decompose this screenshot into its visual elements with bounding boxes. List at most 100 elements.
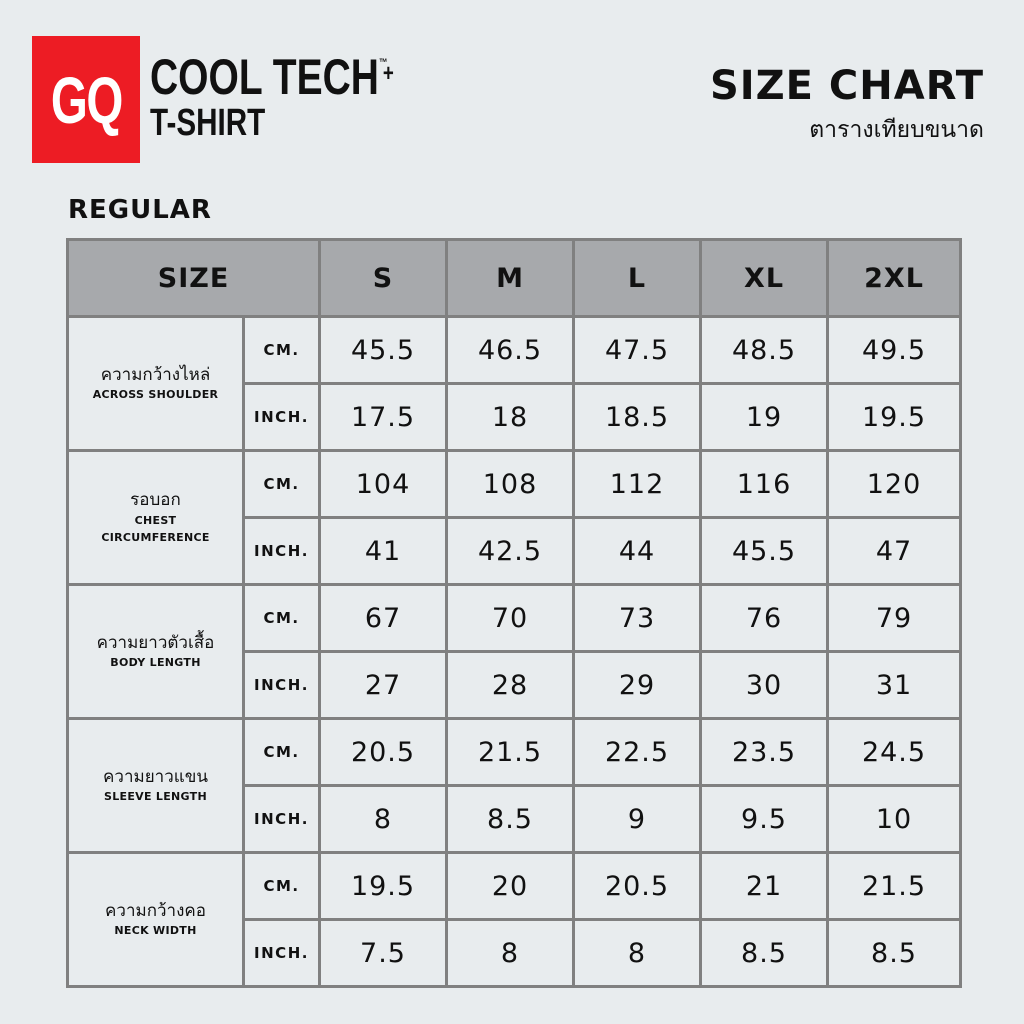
table-row: ความกว้างไหล่ ACROSS SHOULDER CM. 45.5 46.5 4… [66,315,963,452]
size-value: 24.5 [826,717,963,787]
size-value: 49.5 [826,315,963,385]
measurement-label: ความกว้างคอ NECK WIDTH [66,851,245,988]
size-value: 73 [572,583,703,653]
measurement-label-en: NECK WIDTH [114,924,197,938]
table-row: ความยาวแขน SLEEVE LENGTH CM. 20.5 21.5 22.5 23… [66,717,963,854]
measurement-label-th: รอบอก [130,490,181,511]
size-col-header: S [318,238,449,318]
size-value: 112 [572,449,703,519]
size-col-header: 2XL [826,238,963,318]
size-value: 21 [699,851,830,921]
measurement-label: ความยาวตัวเสื้อ BODY LENGTH [66,583,245,720]
size-value: 104 [318,449,449,519]
size-value: 8.5 [699,918,830,988]
size-value: 42.5 [445,516,576,586]
size-value: 22.5 [572,717,703,787]
header-row: SIZE S M L XL 2XL [65,238,963,318]
size-value: 47 [826,516,963,586]
unit-label: CM. [241,449,322,519]
size-value: 7.5 [318,918,449,988]
size-value: 48.5 [699,315,830,385]
size-value: 44 [572,516,703,586]
size-col-header: M [445,238,576,318]
product-line2: T-SHIRT [150,102,266,144]
size-value: 8 [318,784,449,854]
size-value: 21.5 [826,851,963,921]
unit-label: INCH. [241,784,322,854]
unit-label: INCH. [241,382,322,452]
size-header: SIZE [65,238,322,318]
measurement-label: รอบอก CHEST CIRCUMFERENCE [66,449,245,586]
table-row: รอบอก CHEST CIRCUMFERENCE CM. 104 108 112 116 1… [66,449,963,586]
measurement-label-th: ความยาวแขน [103,766,208,787]
table-row: INCH. 7.5 8 8 8.5 8.5 [68,918,963,988]
size-value: 31 [826,650,963,720]
measurement-label-th: ความยาวตัวเสื้อ [96,632,215,653]
size-value: 20.5 [318,717,449,787]
table-row: ความกว้างคอ NECK WIDTH CM. 19.5 20 20.5 21 21.5 [66,851,963,988]
size-value: 108 [445,449,576,519]
size-value: 28 [445,650,576,720]
size-value: 45.5 [318,315,449,385]
size-value: 9.5 [699,784,830,854]
table-row: ความยาวตัวเสื้อ BODY LENGTH CM. 67 70 73 76 79 [66,583,963,720]
size-value: 9 [572,784,703,854]
size-value: 27 [318,650,449,720]
table-row: INCH. 8 8.5 9 9.5 10 [68,784,963,854]
table-row: INCH. 17.5 18 18.5 19 19.5 [68,382,963,452]
size-col-header: L [572,238,703,318]
size-col-header: XL [699,238,830,318]
size-value: 120 [826,449,963,519]
measurement-label-th: ความกว้างไหล่ [100,364,211,385]
measurement-label-en: SLEEVE LENGTH [104,790,207,804]
size-value: 79 [826,583,963,653]
size-value: 70 [445,583,576,653]
size-value: 21.5 [445,717,576,787]
size-value: 67 [318,583,449,653]
product-name: COOL TECH™+ T-SHIRT [150,52,469,142]
unit-label: INCH. [241,650,322,720]
measurement-label-th: ความกว้างคอ [105,900,206,921]
size-value: 19.5 [826,382,963,452]
size-value: 116 [699,449,830,519]
size-value: 17.5 [318,382,449,452]
table-row: INCH. 41 42.5 44 45.5 47 [68,516,963,586]
trademark-mark: ™ [378,57,388,69]
size-value: 46.5 [445,315,576,385]
size-value: 23.5 [699,717,830,787]
size-value: 20 [445,851,576,921]
size-value: 19 [699,382,830,452]
product-line1-wrap: COOL TECH™+ [150,52,398,102]
unit-label: INCH. [241,516,322,586]
size-value: 8.5 [445,784,576,854]
size-value: 76 [699,583,830,653]
unit-label: CM. [241,583,322,653]
size-value: 29 [572,650,703,720]
size-value: 18.5 [572,382,703,452]
unit-label: CM. [241,315,322,385]
gq-logo: GQ [32,36,140,163]
measurement-label-en: ACROSS SHOULDER [92,388,219,402]
size-value: 30 [699,650,830,720]
size-value: 8 [572,918,703,988]
size-value: 47.5 [572,315,703,385]
size-value: 8 [445,918,576,988]
plus-mark: + [382,60,394,87]
table-body: ความกว้างไหล่ ACROSS SHOULDER CM. 45.5 46.5 4… [66,315,963,988]
chart-title: SIZE CHART ตารางเทียบขนาด [710,66,984,148]
unit-label: CM. [241,717,322,787]
size-value: 18 [445,382,576,452]
measurement-label: ความยาวแขน SLEEVE LENGTH [66,717,245,854]
chart-title-en: SIZE CHART [709,63,984,109]
measurement-label: ความกว้างไหล่ ACROSS SHOULDER [66,315,245,452]
size-value: 8.5 [826,918,963,988]
chart-title-th: ตารางเทียบขนาด [809,117,984,143]
unit-label: CM. [241,851,322,921]
gq-logo-text: GQ [50,62,122,137]
measurement-label-en: BODY LENGTH [110,656,201,670]
measurement-label-en: CHEST CIRCUMFERENCE [101,513,210,544]
size-value: 20.5 [572,851,703,921]
table-row: INCH. 27 28 29 30 31 [68,650,963,720]
product-line1: COOL TECH [150,49,379,105]
size-value: 41 [318,516,449,586]
